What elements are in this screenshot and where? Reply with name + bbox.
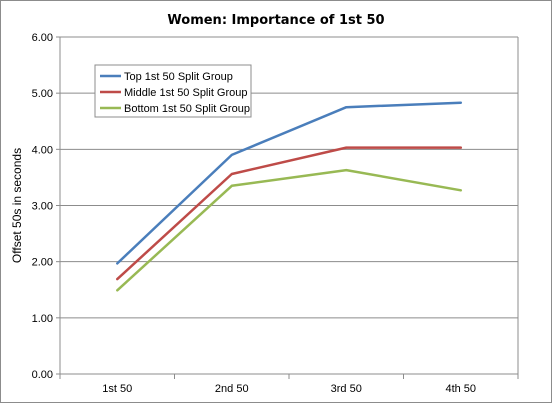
legend: Top 1st 50 Split Group Middle 1st 50 Spli… [95, 65, 251, 117]
y-tick-label: 1.00 [32, 313, 53, 325]
y-tick-label: 4.00 [32, 144, 53, 156]
legend-label: Bottom 1st 50 Split Group [124, 103, 250, 115]
y-tick-label: 2.00 [32, 257, 53, 269]
legend-label: Top 1st 50 Split Group [124, 71, 233, 83]
legend-label: Middle 1st 50 Split Group [124, 87, 248, 99]
y-axis-title: Offset 50s in seconds [10, 148, 24, 263]
y-tick-label: 0.00 [32, 369, 53, 381]
series-line-1 [117, 103, 461, 264]
chart-title: Women: Importance of 1st 50 [167, 13, 384, 28]
x-tick-label: 4th 50 [445, 383, 476, 395]
x-tick-label: 3rd 50 [331, 383, 362, 395]
y-tick-label: 3.00 [32, 201, 53, 213]
y-tick-label: 6.00 [32, 32, 53, 44]
x-tick-label: 2nd 50 [215, 383, 249, 395]
y-tick-label: 5.00 [32, 88, 53, 100]
x-tick-label: 1st 50 [102, 383, 132, 395]
